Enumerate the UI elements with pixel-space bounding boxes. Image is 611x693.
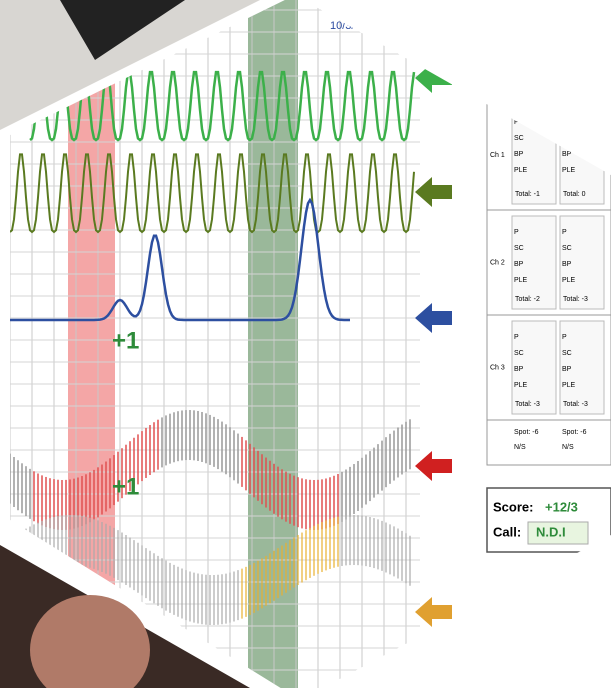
pneumo-lower xyxy=(10,153,415,234)
channel-arrow xyxy=(415,177,452,207)
photo-top xyxy=(0,0,260,130)
channel-arrow xyxy=(415,451,452,481)
date: 10/3/20 xyxy=(330,20,367,32)
channel-label: Ch 2 xyxy=(490,259,505,266)
spot-call: N/S xyxy=(562,444,574,451)
row-label: BP xyxy=(562,151,572,158)
total: Total: -3 xyxy=(563,401,588,408)
score-value: +12/3 xyxy=(545,499,578,514)
call-box xyxy=(527,521,589,545)
annotation: +1 xyxy=(112,473,139,500)
total: Total: 0 xyxy=(563,191,586,198)
total: Total: -3 xyxy=(563,296,588,303)
total: Total: -2 xyxy=(515,296,540,303)
call-label: Call: xyxy=(493,524,521,539)
red-band xyxy=(68,0,115,688)
column-box xyxy=(511,215,557,310)
row-label: P xyxy=(514,334,519,341)
row-label: SC xyxy=(562,245,572,252)
annotation: +1 xyxy=(112,327,139,354)
row-label: BP xyxy=(562,366,572,373)
column-box xyxy=(511,320,557,415)
row-label: BP xyxy=(514,261,524,268)
channel-label: Ch 1 xyxy=(490,152,505,159)
row-label: BP xyxy=(514,151,524,158)
call-value: N.D.I xyxy=(536,524,566,539)
spot-block xyxy=(486,419,611,466)
score-label: Score: xyxy=(493,499,533,514)
row-label: PLE xyxy=(562,382,576,389)
total: Total: -3 xyxy=(515,401,540,408)
pneumo-upper xyxy=(29,70,416,142)
channel-label: Ch 3 xyxy=(490,364,505,371)
row-label: SC xyxy=(514,350,524,357)
channel-arrow xyxy=(415,597,452,627)
row-label: PLE xyxy=(562,167,576,174)
row-label: P xyxy=(562,229,567,236)
face xyxy=(30,595,150,693)
photo-top-shape xyxy=(60,0,185,60)
row-label: BP xyxy=(514,366,524,373)
spot: Spot: -6 xyxy=(562,429,587,436)
column-box xyxy=(559,320,605,415)
spot-call: N/S xyxy=(514,444,526,451)
channel-arrow xyxy=(415,303,452,333)
total: Total: -1 xyxy=(515,191,540,198)
row-label: PLE xyxy=(514,277,528,284)
row-label: BP xyxy=(562,261,572,268)
row-label: PLE xyxy=(562,277,576,284)
row-label: PLE xyxy=(514,382,528,389)
row-label: SC xyxy=(514,245,524,252)
column-box xyxy=(559,215,605,310)
row-label: SC xyxy=(562,135,572,142)
row-label: P xyxy=(562,119,567,126)
row-label: SC xyxy=(562,350,572,357)
row-label: P xyxy=(562,334,567,341)
row-label: P xyxy=(514,119,519,126)
spot: Spot: -6 xyxy=(514,429,539,436)
eda-trace xyxy=(10,197,350,322)
row-label: PLE xyxy=(514,167,528,174)
row-label: SC xyxy=(514,135,524,142)
row-label: P xyxy=(514,229,519,236)
channel-arrow xyxy=(415,63,452,93)
